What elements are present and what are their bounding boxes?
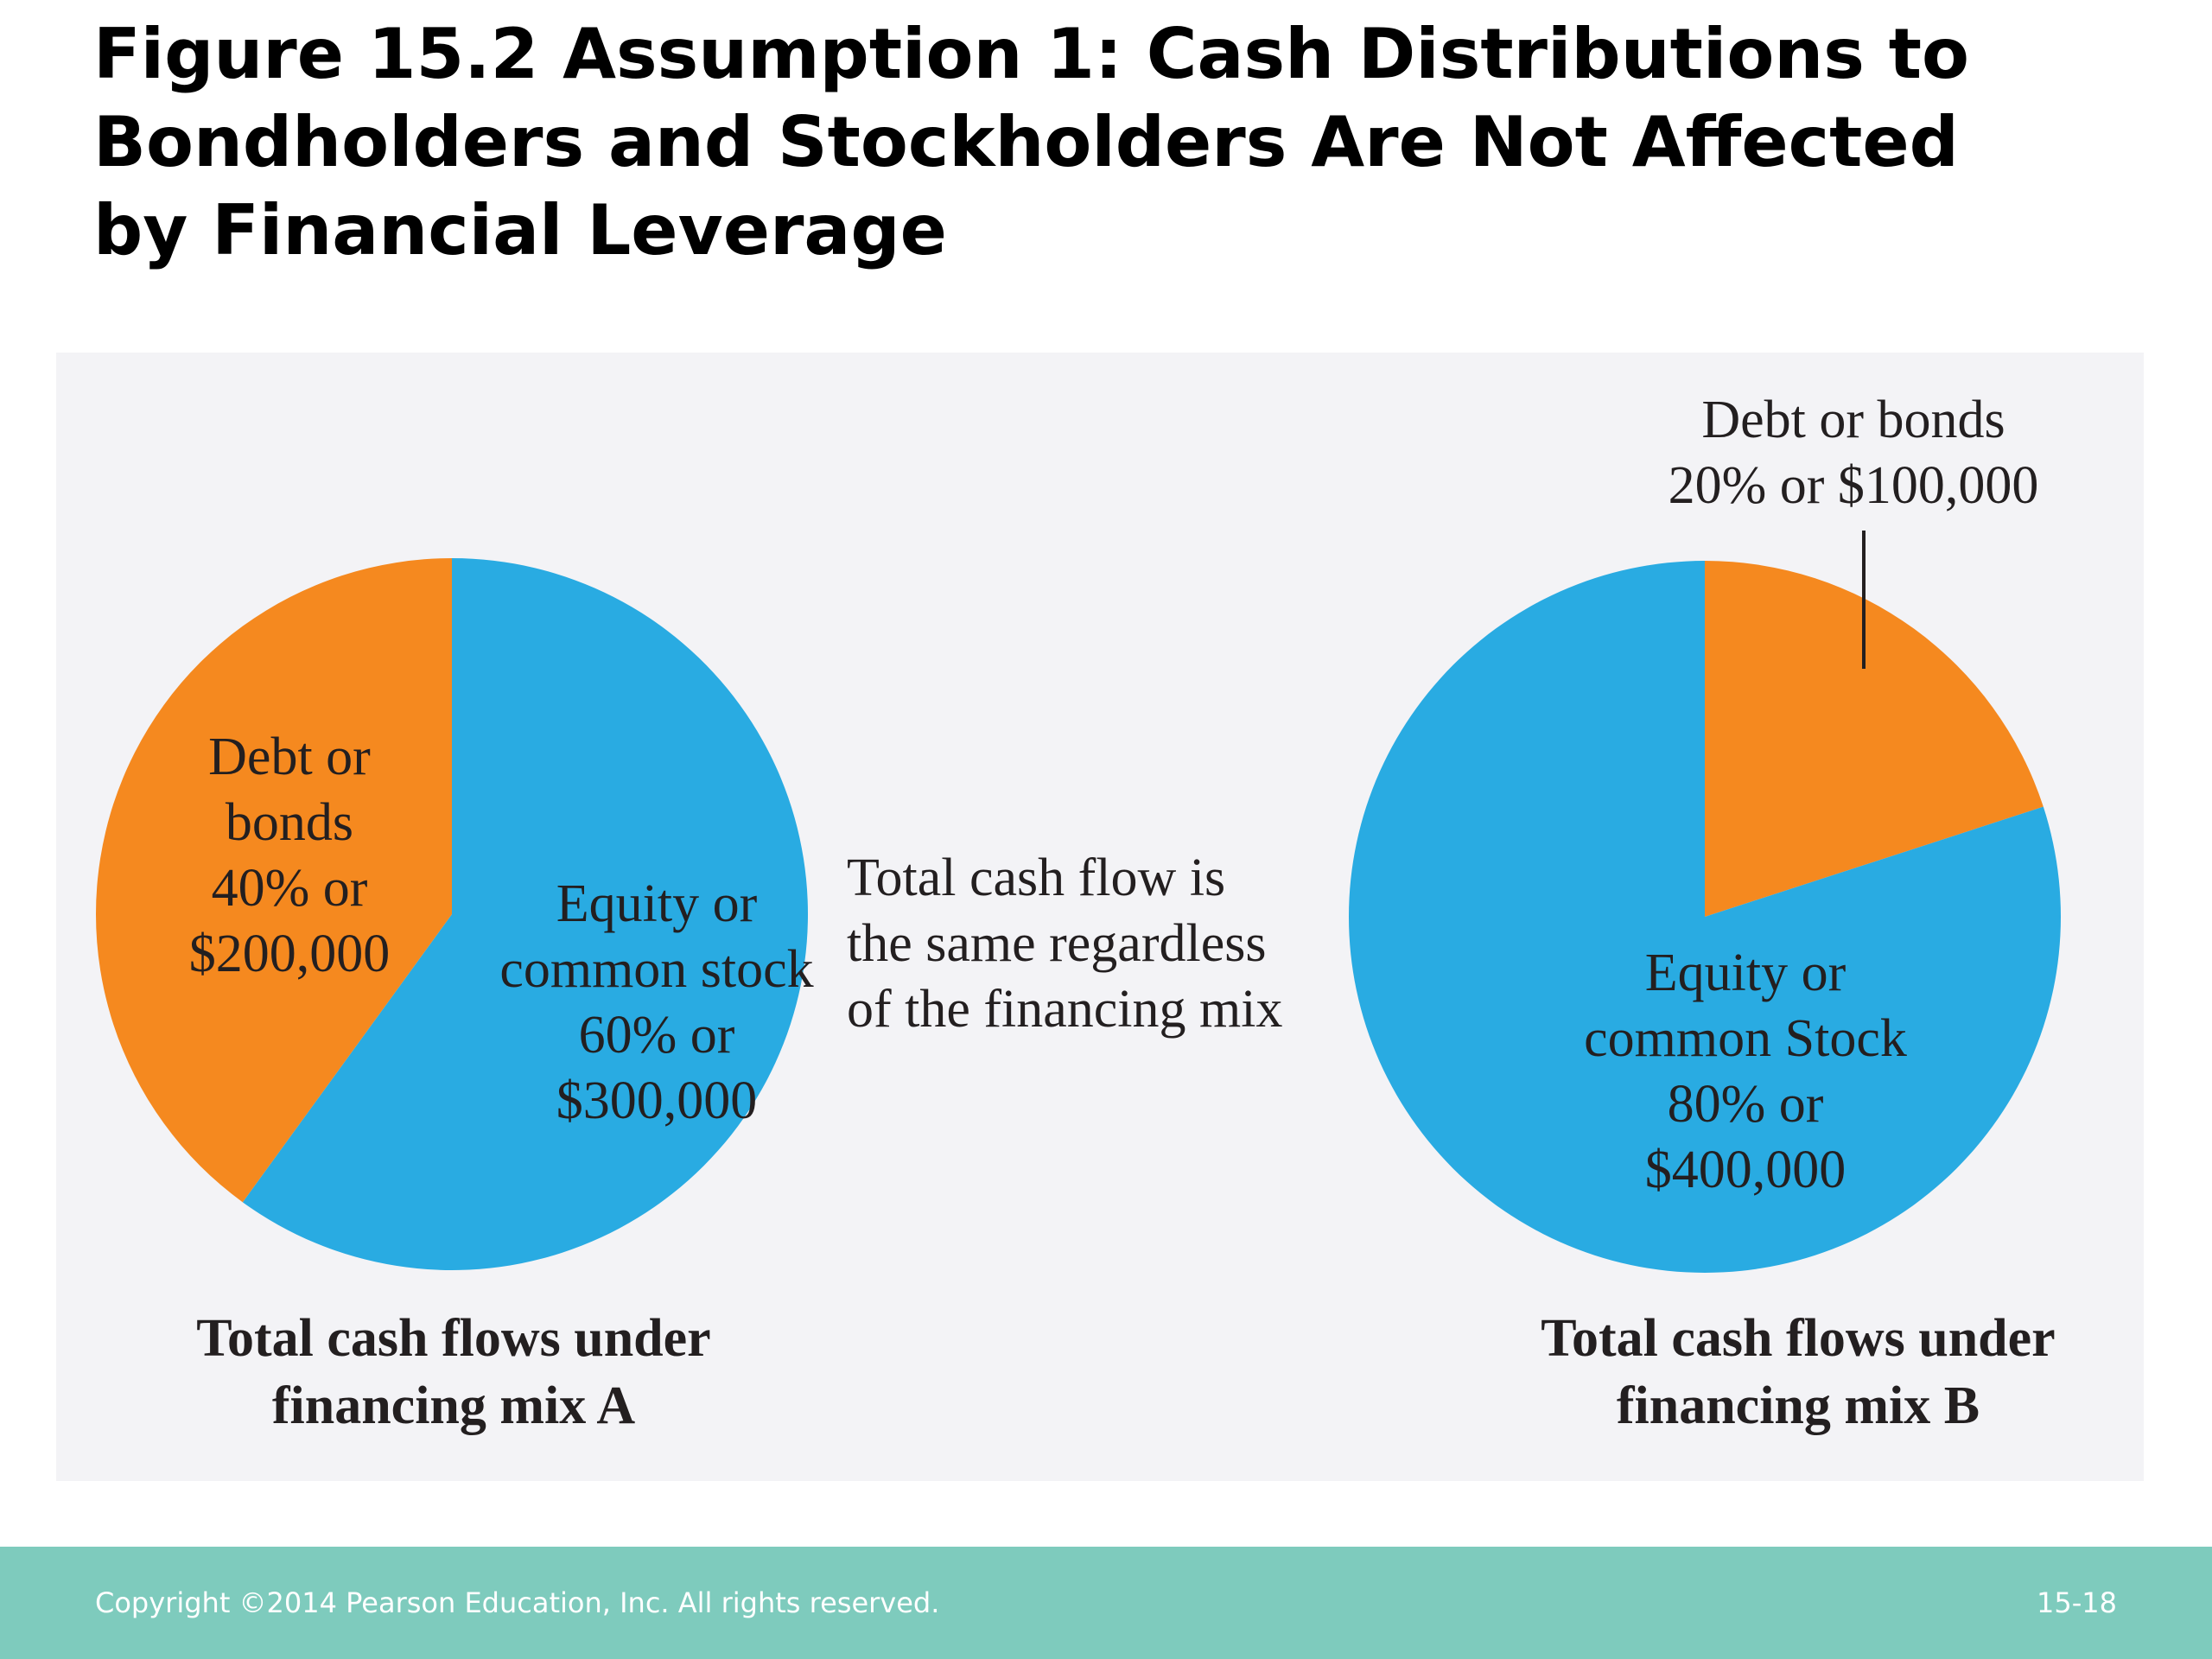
pie-a-equity-label-line: $300,000 [556,1071,758,1130]
pie-b-caption-line: financing mix B [1616,1376,1980,1435]
slide-title: Figure 15.2 Assumption 1: Cash Distribut… [93,10,2150,275]
pie-b-equity-label-line: common Stock [1584,1009,1907,1068]
pie-a-debt-slice [95,558,453,1203]
pie-b-equity-label-line: 80% or [1667,1075,1824,1134]
pie-b-debt-label-line: Debt or bonds [1701,391,2005,449]
pie-b-caption-line: Total cash flows under [1541,1309,2056,1368]
pie-b-debt-leader-line [1862,531,1866,669]
figure-panel: Debt or bonds 40% or $200,000 Equity or … [56,353,2144,1481]
center-note-line: of the financing mix [847,980,1283,1039]
footer-bar: Copyright ©2014 Pearson Education, Inc. … [0,1547,2212,1659]
pie-a-equity-slice [242,558,808,1270]
title-line-2: Bondholders and Stockholders Are Not Aff… [93,102,1959,182]
pie-a-debt-label-line: 40% or [211,859,368,918]
pie-b-debt-label-line: 20% or $100,000 [1668,456,2039,515]
pie-b-debt-slice [1705,561,2044,917]
pie-a-debt-label-line: $200,000 [188,925,391,983]
pie-a-caption-line: Total cash flows under [196,1309,711,1368]
pie-b-equity-label-line: $400,000 [1644,1141,1847,1199]
pie-a-equity-label-line: Equity or [556,874,758,933]
title-line-3: by Financial Leverage [93,190,947,270]
center-note-line: Total cash flow is [847,849,1226,907]
pie-b-equity-slice [1348,561,2061,1273]
pie-a-debt-label-line: Debt or [208,728,371,786]
pie-a-debt-label: Debt or bonds 40% or $200,000 [160,724,419,987]
pie-b-equity-label: Equity or common Stock 80% or $400,000 [1508,940,1983,1203]
pie-a-debt-label-line: bonds [225,793,354,852]
pie-b-equity-label-line: Equity or [1644,944,1847,1002]
pie-a-caption: Total cash flows under financing mix A [108,1305,799,1440]
center-note-line: the same regardless [847,914,1267,973]
pie-a-equity-label-line: common stock [499,940,814,999]
footer-page-number: 15-18 [2037,1586,2117,1619]
pie-a-equity-label-line: 60% or [578,1006,735,1065]
footer-copyright: Copyright ©2014 Pearson Education, Inc. … [95,1586,940,1619]
pie-a-equity-label: Equity or common stock 60% or $300,000 [419,871,894,1134]
pie-a-caption-line: financing mix A [271,1376,636,1435]
pie-charts [95,558,2061,1273]
pie-b-debt-label: Debt or bonds 20% or $100,000 [1594,387,2113,518]
center-note: Total cash flow is the same regardless o… [847,845,1282,1042]
title-line-1: Figure 15.2 Assumption 1: Cash Distribut… [93,14,1969,94]
pie-b-caption: Total cash flows under financing mix B [1452,1305,2144,1440]
